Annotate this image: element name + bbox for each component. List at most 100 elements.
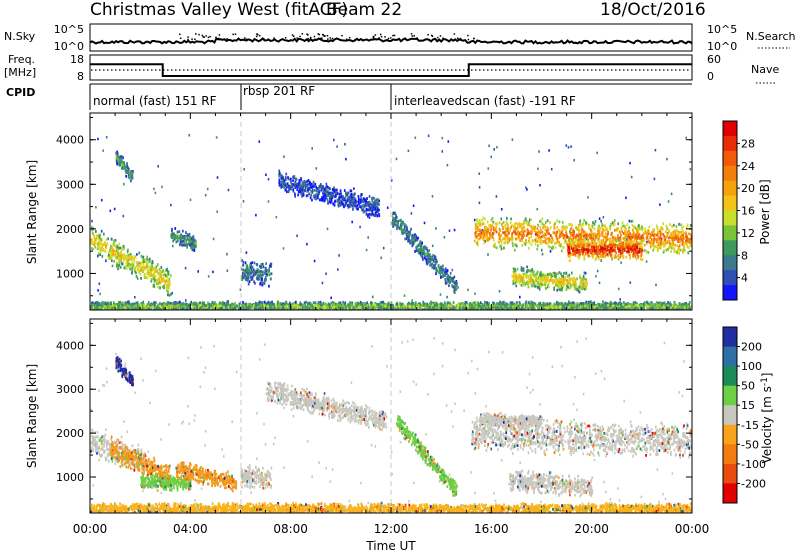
- scatter-cell: [392, 217, 395, 221]
- scatter-cell: [175, 234, 178, 238]
- scatter-cell: [486, 238, 489, 242]
- noise-spike: [307, 34, 309, 36]
- scatter-cell: [260, 263, 263, 266]
- scatter-cell: [498, 235, 501, 238]
- scatter-cell: [600, 219, 602, 223]
- scatter-cell: [561, 278, 563, 281]
- scatter-cell: [478, 201, 481, 205]
- scatter-cell: [100, 246, 103, 250]
- scatter-cell: [593, 242, 595, 246]
- scatter-cell: [244, 261, 247, 265]
- scatter-cell: [95, 236, 98, 239]
- scatter-cell: [172, 239, 174, 243]
- scatter-cell: [684, 231, 687, 234]
- scatter-cell: [628, 229, 630, 233]
- scatter-cell: [100, 229, 103, 233]
- scatter-cell: [660, 240, 663, 243]
- scatter-cell: [453, 290, 455, 293]
- scatter-cell: [374, 214, 377, 218]
- scatter-cell: [194, 241, 196, 245]
- scatter-cell: [376, 208, 379, 212]
- scatter-cell: [533, 280, 535, 284]
- scatter-cell: [443, 236, 446, 239]
- scatter-cell: [455, 282, 458, 286]
- scatter-cell: [552, 239, 555, 242]
- scatter-cell: [113, 207, 116, 211]
- scatter-cell: [198, 303, 200, 306]
- scatter-cell: [551, 236, 553, 240]
- scatter-cell: [478, 219, 481, 222]
- scatter-cell: [529, 275, 531, 278]
- scatter-cell: [309, 196, 312, 200]
- scatter-cell: [331, 195, 334, 198]
- scatter-cell: [110, 244, 112, 248]
- scatter-cell: [622, 256, 625, 260]
- scatter-cell: [117, 246, 120, 250]
- scatter-cell: [160, 280, 163, 283]
- scatter-cell: [267, 178, 270, 181]
- scatter-cell: [191, 239, 194, 242]
- scatter-cell: [653, 177, 656, 181]
- scatter-cell: [474, 222, 477, 226]
- scatter-cell: [299, 183, 301, 187]
- scatter-cell: [248, 280, 251, 284]
- scatter-cell: [132, 170, 134, 173]
- scatter-cell: [154, 279, 157, 282]
- scatter-cell: [478, 232, 480, 236]
- scatter-cell: [344, 197, 347, 200]
- scatter-cell: [91, 238, 93, 242]
- scatter-cell: [569, 286, 571, 290]
- scatter-cell: [610, 231, 613, 235]
- scatter-cell: [403, 227, 406, 231]
- scatter-cell: [253, 272, 255, 275]
- scatter-cell: [307, 179, 310, 182]
- scatter-cell: [105, 238, 108, 242]
- scatter-cell: [561, 274, 563, 278]
- scatter-cell: [583, 271, 586, 275]
- scatter-cell: [374, 209, 377, 212]
- noise-spike: [372, 37, 375, 39]
- scatter-cell: [547, 274, 549, 278]
- scatter-cell: [245, 267, 247, 271]
- scatter-cell: [372, 208, 375, 211]
- scatter-cell: [648, 240, 650, 243]
- scatter-cell: [167, 293, 169, 297]
- scatter-cell: [614, 228, 616, 232]
- scatter-cell: [647, 229, 650, 233]
- scatter-cell: [294, 192, 296, 196]
- scatter-cell: [378, 203, 380, 206]
- scatter-cell: [578, 290, 581, 294]
- scatter-cell: [252, 273, 255, 277]
- scatter-cell: [533, 270, 535, 274]
- scatter-cell: [574, 249, 577, 253]
- scatter-cell: [576, 288, 578, 291]
- scatter-cell: [158, 271, 161, 275]
- scatter-cell: [569, 253, 572, 256]
- scatter-cell: [452, 276, 455, 280]
- scatter-cell: [649, 232, 652, 236]
- scatter-cell: [119, 155, 122, 158]
- scatter-cell: [610, 222, 613, 226]
- scatter-cell: [544, 239, 546, 243]
- scatter-cell: [268, 284, 270, 288]
- scatter-cell: [506, 227, 508, 231]
- scatter-cell: [666, 240, 669, 244]
- scatter-cell: [570, 285, 573, 289]
- scatter-cell: [689, 167, 692, 171]
- scatter-cell: [315, 197, 317, 201]
- scatter-cell: [162, 278, 165, 282]
- scatter-cell: [577, 248, 580, 252]
- scatter-cell: [410, 227, 412, 231]
- scatter-cell: [518, 234, 520, 238]
- scatter-cell: [613, 219, 616, 222]
- scatter-cell: [553, 231, 556, 235]
- noise-spike: [291, 34, 294, 36]
- scatter-cell: [630, 236, 633, 239]
- scatter-cell: [130, 170, 132, 173]
- scatter-cell: [490, 228, 492, 232]
- scatter-cell: [625, 240, 628, 244]
- scatter-cell: [127, 253, 129, 257]
- scatter-cell: [154, 267, 156, 270]
- scatter-cell: [560, 288, 563, 291]
- scatter-cell: [651, 238, 653, 241]
